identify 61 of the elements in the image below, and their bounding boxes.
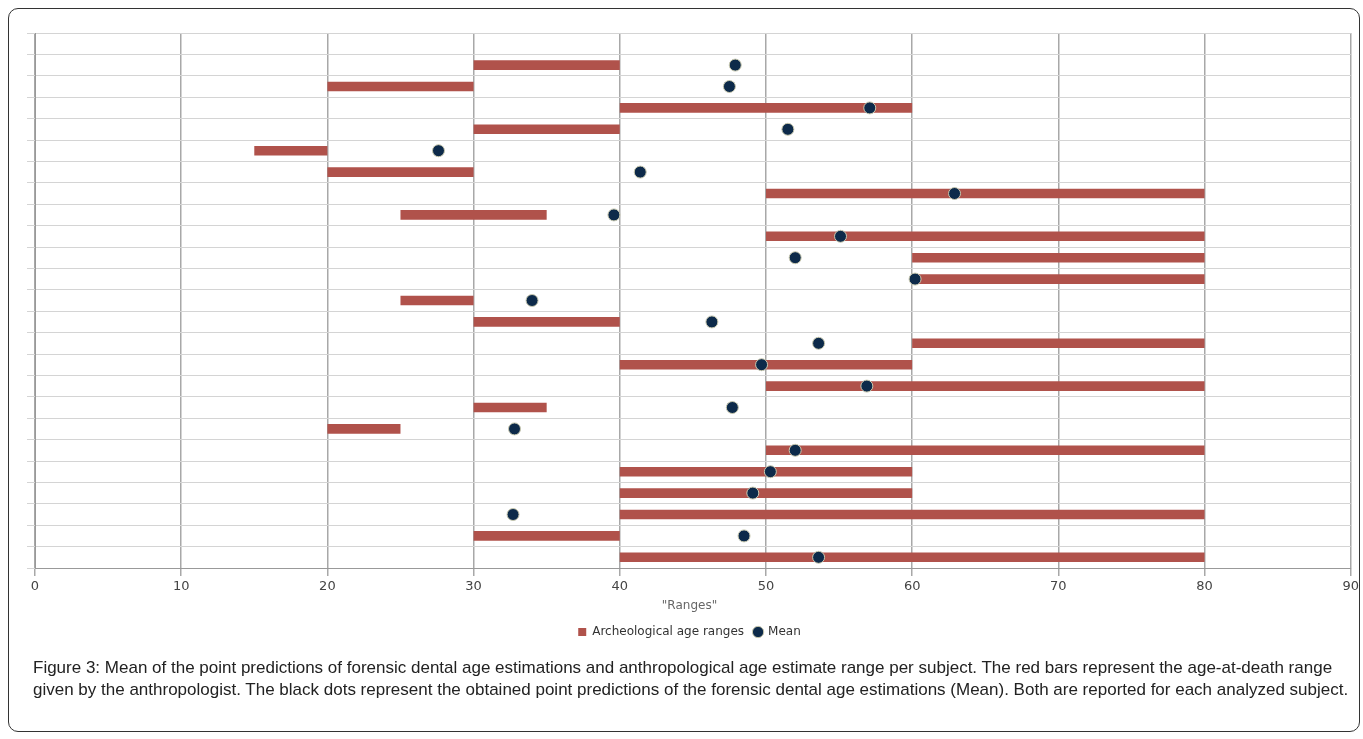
bar bbox=[400, 210, 547, 220]
bar bbox=[619, 466, 913, 477]
x-tick-label: 50 bbox=[757, 578, 775, 594]
bar bbox=[327, 424, 401, 434]
point bbox=[755, 358, 769, 372]
x-tick-label: 80 bbox=[1196, 578, 1213, 594]
bar bbox=[765, 445, 1205, 456]
bar bbox=[473, 317, 620, 327]
bar bbox=[912, 338, 1205, 349]
point bbox=[431, 144, 445, 158]
bar bbox=[473, 531, 620, 541]
x-tick-label: 0 bbox=[30, 578, 40, 594]
x-tick-label: 70 bbox=[1050, 578, 1067, 594]
bar bbox=[473, 402, 547, 413]
point bbox=[525, 294, 539, 307]
bar bbox=[400, 295, 474, 306]
bar bbox=[473, 60, 620, 70]
x-tick-label: 90 bbox=[1342, 578, 1359, 594]
point bbox=[746, 486, 760, 500]
bar bbox=[765, 381, 1205, 391]
point bbox=[508, 422, 522, 436]
bar bbox=[327, 81, 474, 92]
x-tick-label: 30 bbox=[465, 578, 482, 594]
bar bbox=[912, 252, 1205, 263]
point bbox=[781, 122, 795, 136]
point bbox=[812, 550, 826, 564]
point bbox=[737, 529, 751, 543]
bar bbox=[619, 359, 913, 370]
legend-label: Archeological age ranges bbox=[592, 624, 745, 639]
point bbox=[633, 165, 647, 179]
bar bbox=[619, 103, 913, 113]
x-tick-label: 60 bbox=[903, 578, 921, 594]
bar bbox=[254, 145, 328, 156]
bar bbox=[619, 509, 1205, 520]
bar bbox=[327, 167, 474, 177]
bar bbox=[765, 188, 1205, 199]
bar bbox=[473, 124, 620, 135]
x-tick-label: 40 bbox=[611, 578, 629, 594]
point bbox=[863, 101, 877, 115]
x-tick-label: 20 bbox=[319, 578, 336, 594]
point bbox=[607, 208, 621, 222]
point bbox=[908, 272, 922, 286]
legend-title: "Ranges" bbox=[661, 597, 718, 612]
point bbox=[788, 251, 802, 265]
bar bbox=[619, 488, 913, 498]
bar bbox=[765, 231, 1205, 242]
point bbox=[812, 336, 826, 350]
point bbox=[860, 379, 874, 393]
point bbox=[725, 401, 739, 414]
caption: Figure 3: Mean of the point predictions of forensic dental age estimations and anthropological age estimate range per subject. The red bars represent the age-at-death range given by the anthropologist. The black dots represent the obtained point predictions of the forensic dental age estimations (Mean). Both are reported for each analyzed subject. bbox=[33, 657, 1350, 701]
point bbox=[506, 508, 520, 521]
bar bbox=[619, 552, 1205, 563]
point bbox=[763, 465, 777, 479]
point bbox=[948, 187, 962, 200]
legend-label: Mean bbox=[768, 624, 801, 639]
point bbox=[834, 229, 848, 243]
point bbox=[728, 58, 742, 72]
point bbox=[788, 443, 802, 457]
x-tick-label: 10 bbox=[172, 578, 190, 594]
point bbox=[722, 80, 736, 93]
point bbox=[705, 315, 719, 329]
